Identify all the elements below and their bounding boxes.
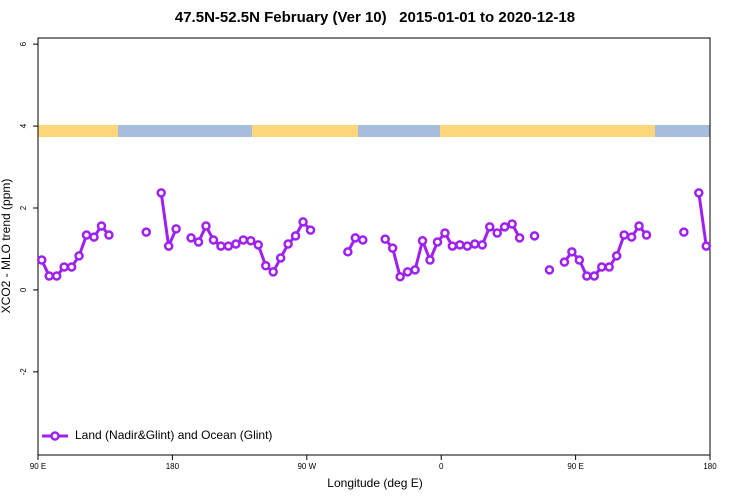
surface-mask-band [38,125,710,137]
data-point [283,239,293,249]
x-tick-label: 90 W [297,462,316,471]
data-point [81,230,92,240]
data-point [350,233,361,243]
data-point [611,251,622,261]
data-point [425,255,435,265]
data-point [694,188,704,198]
data-point [268,267,278,277]
data-point [380,234,390,244]
data-point [96,221,107,231]
data-point [186,233,196,243]
data-point [641,230,652,240]
data-point [619,230,629,240]
x-tick-label: 180 [703,462,717,471]
data-point [499,222,510,232]
y-tick-label: 0 [19,287,28,292]
x-axis-label: Longitude (deg E) [327,476,422,490]
data-point [156,188,166,198]
data-point [507,219,517,229]
data-point [141,227,152,237]
y-tick-label: 4 [19,123,28,128]
data-point [36,255,47,265]
data-point [402,267,413,277]
data-point [343,247,353,257]
data-point [626,232,637,242]
data-point [208,235,219,245]
data-point [567,247,577,257]
data-point [701,241,712,251]
y-tick-label: -2 [19,368,28,376]
data-point [395,272,405,282]
data-point [104,230,114,240]
data-point [559,257,570,267]
y-tick-label: 6 [19,41,28,46]
data-point [596,262,607,272]
legend-label: Land (Nadir&Glint) and Ocean (Glint) [75,428,272,442]
data-point [440,228,450,238]
y-tick-label: 2 [19,205,28,210]
data-point [253,240,264,250]
data-point [544,265,555,275]
data-point [462,241,473,251]
data-point [66,262,77,272]
x-tick-label: 0 [439,462,444,471]
data-point [290,231,301,241]
data-point [679,227,689,237]
data-point [492,228,502,238]
data-point [305,225,316,235]
data-point [223,241,234,251]
chart-title: 47.5N-52.5N February (Ver 10) 2015-01-01… [175,9,575,26]
data-point [171,224,181,234]
y-axis-label: XCO2 - MLO trend (ppm) [0,179,13,314]
data-point [89,232,99,242]
data-point [238,235,249,245]
data-point [231,239,241,249]
data-point [275,253,286,263]
data-point [447,241,458,251]
data-point [260,261,271,271]
x-tick-label: 90 E [30,462,46,471]
data-point [51,271,62,281]
data-point [246,236,256,246]
data-point [574,255,585,265]
data-point [417,236,428,246]
data-point [298,217,308,227]
plot-frame [37,37,711,456]
data-point [589,271,600,281]
data-point [216,241,226,251]
data-point [163,241,174,251]
data-point [74,251,84,261]
data-point [484,222,495,232]
data-point [387,243,398,253]
data-point [201,221,211,231]
legend-marker [50,431,60,441]
data-point [514,233,525,243]
data-point [470,239,480,249]
data-point [477,240,488,250]
data-point [193,237,204,247]
data-point [634,221,644,231]
data-point [455,240,465,250]
data-point [529,231,540,241]
data-point [582,271,592,281]
x-tick-label: 90 E [567,462,583,471]
data-point [410,265,420,275]
data-point [604,262,614,272]
data-point [44,271,54,281]
data-point [59,262,69,272]
data-point [358,235,368,245]
data-point [432,237,443,247]
x-tick-label: 180 [166,462,180,471]
